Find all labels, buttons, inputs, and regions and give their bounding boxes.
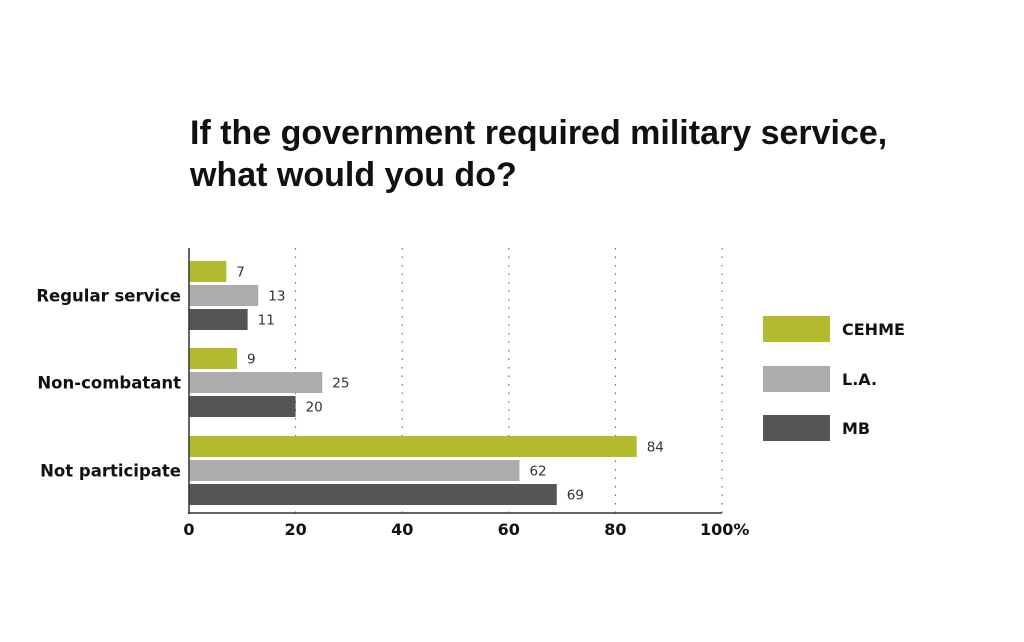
bar-mb-1 [189, 309, 248, 330]
bar-la-2 [189, 372, 323, 393]
category-label: Regular service [36, 287, 181, 306]
x-tick-labels: 0 20 40 60 80 100% [183, 520, 749, 539]
category-label: Not participate [40, 462, 181, 481]
category-label: Non-combatant [37, 374, 181, 393]
legend-swatch [763, 366, 830, 392]
bar-cehme-1 [189, 261, 227, 282]
data-label: 25 [332, 376, 349, 392]
x-tick-label: 0 [183, 520, 194, 539]
bar-mb-3 [189, 484, 557, 505]
data-label: 9 [247, 352, 256, 368]
bars: 7 13 11 9 25 20 84 62 69 [189, 261, 664, 505]
bar-cehme-2 [189, 348, 237, 369]
x-tick-label: 60 [498, 520, 520, 539]
legend-swatch [763, 316, 830, 342]
bar-mb-2 [189, 396, 296, 417]
legend-entry: MB [842, 419, 870, 438]
bar-la-1 [189, 285, 259, 306]
data-label: 7 [236, 265, 245, 281]
x-tick-label: 40 [391, 520, 413, 539]
x-tick-label: 100% [700, 520, 749, 539]
axes [188, 248, 722, 514]
chart-title: If the government required military serv… [190, 112, 887, 196]
data-label: 84 [647, 440, 664, 456]
data-label: 62 [529, 464, 546, 480]
legend: CEHME L.A. MB [763, 316, 905, 441]
x-tick-label: 80 [604, 520, 626, 539]
legend-entry: L.A. [842, 370, 877, 389]
category-labels: Regular service Non-combatant Not particip… [36, 287, 181, 481]
data-label: 20 [306, 400, 323, 416]
data-label: 11 [258, 313, 275, 329]
chart-title-line-1: If the government required military serv… [190, 114, 888, 152]
legend-swatch [763, 415, 830, 441]
x-tick-label: 20 [284, 520, 306, 539]
chart-title-line-2: what would you do? [190, 156, 517, 194]
data-label: 13 [268, 289, 285, 305]
bar-cehme-3 [189, 436, 637, 457]
legend-entry: CEHME [842, 320, 905, 339]
data-label: 69 [567, 488, 584, 504]
bar-la-3 [189, 460, 520, 481]
